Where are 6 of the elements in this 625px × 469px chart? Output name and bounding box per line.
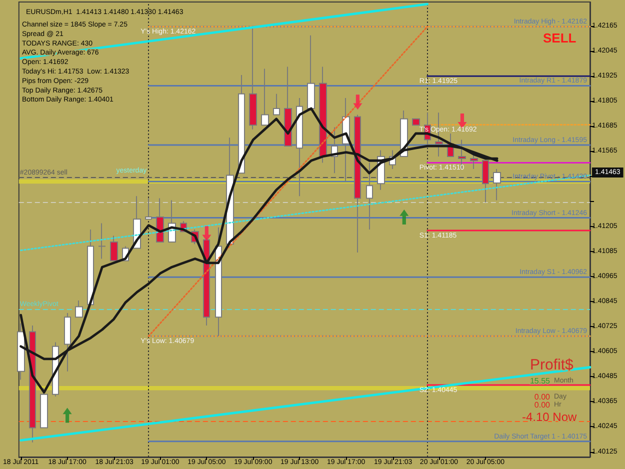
annotation: -4.10 Now (522, 410, 578, 424)
annotation: Profit$ (530, 356, 574, 374)
annotation: 0.00 (534, 400, 551, 410)
annotation: SELL (543, 30, 576, 46)
annotation: 15.55 (530, 376, 551, 386)
annotation: 0.00 (534, 392, 551, 402)
